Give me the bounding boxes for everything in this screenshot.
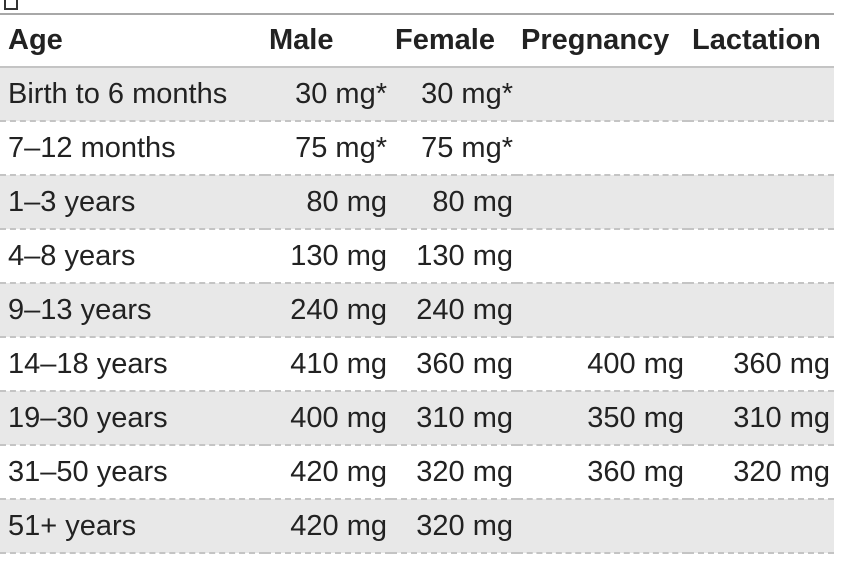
table-row: 19–30 years 400 mg 310 mg 350 mg 310 mg — [0, 391, 834, 446]
table: Age Male Female Pregnancy Lactation Birth to… — [0, 14, 834, 554]
table-row: 7–12 months 75 mg* 75 mg* — [0, 121, 834, 176]
table-cell: 400 mg — [265, 391, 391, 446]
table-cell: 9–13 years — [0, 283, 265, 338]
table-cell: 360 mg — [391, 337, 517, 392]
empty-cell — [688, 175, 834, 230]
header-cell: Lactation — [688, 14, 834, 68]
table-row: Birth to 6 months 30 mg* 30 mg* — [0, 67, 834, 122]
empty-cell — [517, 499, 688, 554]
table-cell: 360 mg — [688, 337, 834, 392]
empty-cell — [517, 175, 688, 230]
table-cell: 19–30 years — [0, 391, 265, 446]
table-body: Birth to 6 months 30 mg* 30 mg* 7–12 months… — [0, 67, 834, 554]
table-cell: 130 mg — [265, 229, 391, 284]
table-cell: Birth to 6 months — [0, 67, 265, 122]
table-row: 14–18 years 410 mg 360 mg 400 mg 360 mg — [0, 337, 834, 392]
empty-cell — [688, 121, 834, 176]
header-cell: Age — [0, 14, 265, 68]
table-cell: 350 mg — [517, 391, 688, 446]
table-cell: 310 mg — [688, 391, 834, 446]
empty-cell — [517, 67, 688, 122]
table-cell: 320 mg — [391, 445, 517, 500]
header-row: Age Male Female Pregnancy Lactation — [0, 14, 834, 68]
table-row: 9–13 years 240 mg 240 mg — [0, 283, 834, 338]
table-cell: 420 mg — [265, 445, 391, 500]
table-cell: 31–50 years — [0, 445, 265, 500]
icon-fragment — [4, 0, 18, 10]
table-cell: 80 mg — [391, 175, 517, 230]
table-cell: 420 mg — [265, 499, 391, 554]
table-cell: 51+ years — [0, 499, 265, 554]
table-cell: 75 mg* — [265, 121, 391, 176]
empty-cell — [688, 283, 834, 338]
table-cell: 240 mg — [391, 283, 517, 338]
empty-cell — [688, 229, 834, 284]
table-cell: 310 mg — [391, 391, 517, 446]
table-row: 4–8 years 130 mg 130 mg — [0, 229, 834, 284]
table-cell: 14–18 years — [0, 337, 265, 392]
table-cell: 130 mg — [391, 229, 517, 284]
table-cell: 320 mg — [391, 499, 517, 554]
table-row: 51+ years 420 mg 320 mg — [0, 499, 834, 554]
header-cell: Male — [265, 14, 391, 68]
empty-cell — [517, 283, 688, 338]
table-cell: 400 mg — [517, 337, 688, 392]
table-cell: 80 mg — [265, 175, 391, 230]
table-cell: 30 mg* — [265, 67, 391, 122]
table-cell: 1–3 years — [0, 175, 265, 230]
table-row: 1–3 years 80 mg 80 mg — [0, 175, 834, 230]
empty-cell — [517, 121, 688, 176]
table-row: 31–50 years 420 mg 320 mg 360 mg 320 mg — [0, 445, 834, 500]
table-cell: 320 mg — [688, 445, 834, 500]
header-cell: Female — [391, 14, 517, 68]
table-cell: 240 mg — [265, 283, 391, 338]
table-cell: 360 mg — [517, 445, 688, 500]
header-cell: Pregnancy — [517, 14, 688, 68]
empty-cell — [517, 229, 688, 284]
table-cell: 410 mg — [265, 337, 391, 392]
table-cell: 30 mg* — [391, 67, 517, 122]
table-cell: 4–8 years — [0, 229, 265, 284]
empty-cell — [688, 499, 834, 554]
table-cell: 75 mg* — [391, 121, 517, 176]
table-cell: 7–12 months — [0, 121, 265, 176]
empty-cell — [688, 67, 834, 122]
